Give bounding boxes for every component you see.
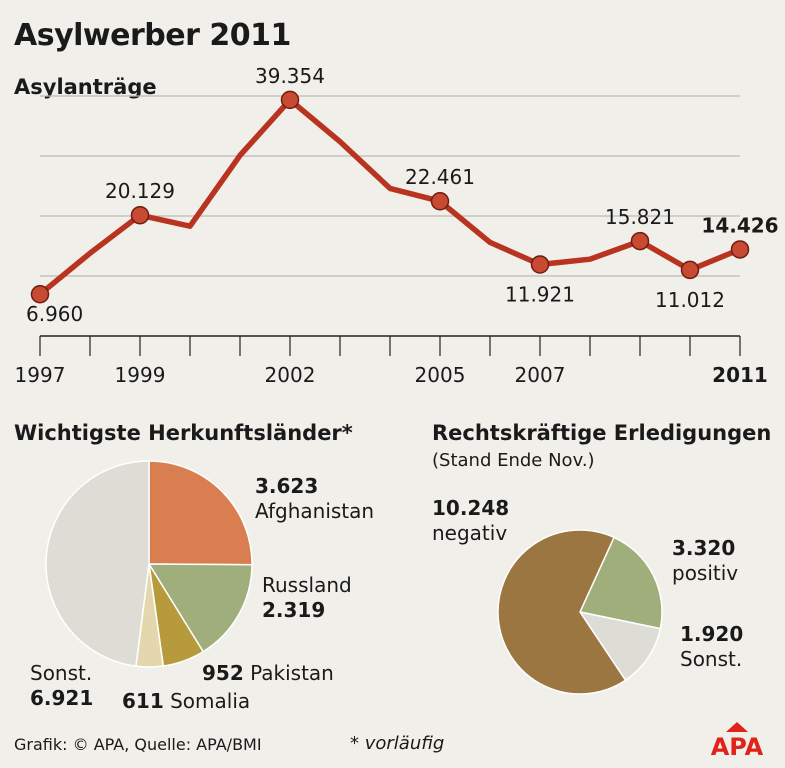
data-label: 22.461 bbox=[405, 165, 475, 189]
pie1-slice-sonst bbox=[45, 460, 150, 668]
line-chart-title: Asylanträge bbox=[14, 75, 157, 99]
pie1-value-somalia: 611 bbox=[122, 689, 164, 713]
pie1-title: Wichtigste Herkunftsländer* bbox=[14, 421, 353, 445]
data-point bbox=[130, 205, 150, 225]
data-point bbox=[280, 90, 300, 110]
pie-chart-decisions bbox=[497, 529, 663, 695]
data-label: 11.012 bbox=[655, 288, 725, 312]
data-label: 20.129 bbox=[105, 179, 175, 203]
pie1-name-pakistan: Pakistan bbox=[250, 661, 334, 685]
apa-logo-triangle bbox=[726, 722, 748, 732]
apa-logo-text: APA bbox=[711, 733, 764, 758]
x-tick-label: 1997 bbox=[15, 363, 66, 387]
pie1-name-somalia: Somalia bbox=[170, 689, 251, 713]
pie2-title: Rechtskräftige Erledigungen bbox=[432, 421, 772, 445]
data-point bbox=[630, 231, 650, 251]
pie2-label-negativ: 10.248 negativ bbox=[432, 496, 509, 546]
data-point bbox=[730, 240, 750, 259]
data-point bbox=[530, 255, 550, 274]
pie2-value-sonst: 1.920 bbox=[680, 622, 744, 646]
pie2-value-positiv: 3.320 bbox=[672, 536, 736, 560]
pie2-name-positiv: positiv bbox=[672, 561, 739, 585]
pie1-label-russland: Russland 2.319 bbox=[262, 573, 352, 623]
pie2-name-sonst: Sonst. bbox=[680, 647, 743, 671]
data-point bbox=[430, 191, 450, 211]
apa-logo: APA bbox=[711, 722, 764, 758]
pie2-subtitle: (Stand Ende Nov.) bbox=[432, 450, 595, 471]
x-tick-label: 2002 bbox=[265, 363, 316, 387]
data-label: 11.921 bbox=[505, 282, 575, 306]
pie1-slice-russland bbox=[147, 563, 253, 653]
series-line bbox=[38, 97, 742, 297]
pie1-slice-afghanistan bbox=[148, 460, 253, 566]
data-label: 15.821 bbox=[605, 205, 675, 229]
x-tick-label: 2007 bbox=[515, 363, 566, 387]
pie2-label-sonst: 1.920 Sonst. bbox=[680, 622, 743, 672]
pie1-label-pakistan: 952 Pakistan bbox=[202, 661, 334, 686]
pie2-slice-positiv bbox=[578, 536, 663, 630]
data-point bbox=[30, 284, 50, 304]
x-tick-label: 2005 bbox=[415, 363, 466, 387]
pie2-slice-sonst bbox=[578, 610, 662, 682]
pie1-value-sonst: 6.921 bbox=[30, 686, 94, 710]
x-tick-label: 2011 bbox=[712, 363, 768, 387]
footer-note: * vorläufig bbox=[350, 733, 445, 754]
pie1-name-afghanistan: Afghanistan bbox=[255, 499, 375, 523]
data-label: 6.960 bbox=[26, 302, 83, 326]
pie2-slice-negativ bbox=[497, 529, 627, 695]
line-chart: 1997 1999 2002 2005 2007 2011 6.960 20.129 39.35… bbox=[15, 64, 779, 387]
pie2-label-positiv: 3.320 positiv bbox=[672, 536, 738, 586]
pie1-name-russland: Russland bbox=[262, 573, 352, 597]
pie-chart-origin-countries bbox=[45, 460, 253, 668]
x-tick-label: 1999 bbox=[115, 363, 166, 387]
data-label: 39.354 bbox=[255, 64, 325, 88]
pie1-value-afghanistan: 3.623 bbox=[255, 474, 319, 498]
data-point bbox=[680, 260, 700, 280]
pie1-label-sonst: Sonst. 6.921 bbox=[30, 661, 93, 711]
chart-title: Asylwerber 2011 bbox=[14, 18, 291, 53]
pie1-label-afghanistan: 3.623 Afghanistan bbox=[255, 474, 374, 524]
footer-source: Grafik: © APA, Quelle: APA/BMI bbox=[14, 735, 262, 754]
pie1-value-pakistan: 952 bbox=[202, 661, 244, 685]
pie2-value-negativ: 10.248 bbox=[432, 496, 510, 520]
pie1-label-somalia: 611 Somalia bbox=[122, 689, 250, 714]
pie1-value-russland: 2.319 bbox=[262, 598, 326, 622]
pie1-name-sonst: Sonst. bbox=[30, 661, 93, 685]
data-label: 14.426 bbox=[701, 213, 778, 237]
pie2-name-negativ: negativ bbox=[432, 521, 508, 545]
